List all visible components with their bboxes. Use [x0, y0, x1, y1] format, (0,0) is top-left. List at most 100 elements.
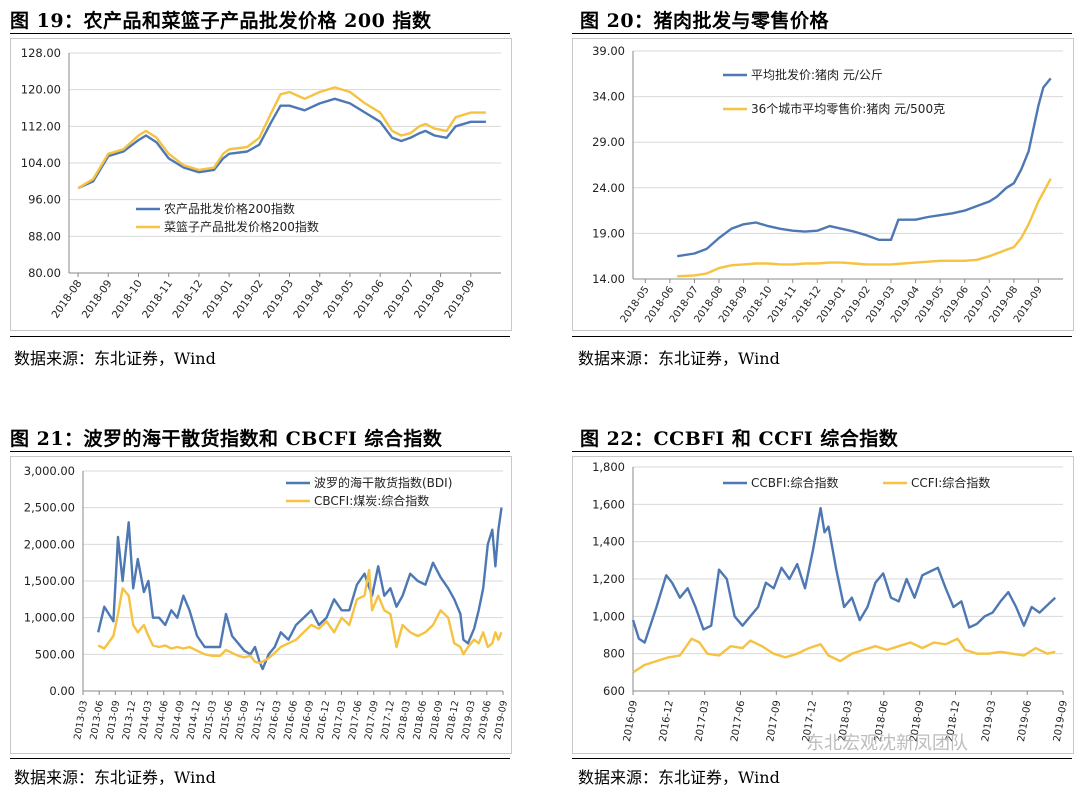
x-tick-label: 2016-06 [282, 700, 300, 741]
legend-label: 波罗的海干散货指数(BDI) [314, 475, 452, 490]
title-rule-21 [10, 451, 510, 452]
series-line-2 [632, 637, 1056, 674]
y-tick-label: 800 [603, 647, 625, 661]
x-tick-label: 2016-12 [315, 700, 333, 741]
legend-label: 菜篮子产品批发价格200指数 [164, 219, 319, 234]
title-rule-22 [572, 451, 1072, 452]
x-tick-label: 2014-06 [153, 700, 171, 741]
y-tick-label: 1,400 [592, 535, 625, 549]
y-tick-label: 24.00 [592, 181, 625, 195]
source-rule-22 [572, 758, 1072, 759]
x-tick-label: 2019-03 [980, 700, 998, 743]
y-tick-label: 1,800 [592, 460, 625, 474]
series-line-1 [97, 507, 503, 671]
data-source-21: 数据来源：东北证券，Wind [14, 768, 216, 787]
x-tick-label: 2017-09 [363, 700, 381, 741]
y-tick-label: 112.00 [21, 119, 61, 133]
line-chart-20: 39.0034.0029.0024.0019.0014.002018-05201… [592, 44, 1063, 325]
x-tick-label: 2019-09 [492, 700, 510, 741]
legend-label: 36个城市平均零售价:猪肉 元/500克 [751, 101, 945, 116]
y-tick-label: 1,000 [592, 609, 625, 623]
x-tick-label: 2017-06 [347, 700, 365, 741]
y-tick-label: 600 [603, 684, 625, 698]
chart-title-22: 图 22：CCBFI 和 CCFI 综合指数 [580, 428, 899, 450]
legend-label: CCFI:综合指数 [911, 475, 990, 490]
line-chart-19: 128.00 120.00 112.00 104.00 96.00 88.00 80.00 2… [21, 46, 501, 321]
x-tick-label: 2014-09 [169, 700, 187, 741]
line-chart-21: 3,000.00 2,500.00 2,000.00 1,500.00 1,000.00… [24, 464, 510, 741]
series-line-1 [77, 97, 486, 190]
series-line-2 [97, 568, 503, 665]
x-tick-label: 2019-06 [476, 700, 494, 741]
series-line-2 [677, 178, 1052, 278]
y-tick-label: 39.00 [592, 44, 625, 58]
source-rule-19 [10, 336, 510, 337]
chart-area-20: 39.00 34.00 29.00 24.00 19.00 14.00 2018-05 201… [572, 38, 1074, 331]
source-rule-21 [10, 758, 510, 759]
source-rule-20 [572, 336, 1072, 337]
y-tick-label: 14.00 [592, 272, 625, 286]
x-tick-label: 2017-03 [694, 700, 712, 743]
x-tick-label: 2018-03 [395, 700, 413, 741]
x-tick-label: 2017-06 [729, 700, 747, 743]
x-tick-label: 2013-06 [88, 700, 106, 741]
x-tick-label: 2016-09 [298, 700, 316, 741]
line-chart-22: 1,800 1,600 1,400 1,200 1,000 800 600 2016-09 20… [592, 460, 1070, 743]
x-tick-label: 2017-03 [331, 700, 349, 741]
x-tick-label: 2019-03 [460, 700, 478, 741]
y-tick-label: 88.00 [28, 229, 61, 243]
legend-label: 平均批发价:猪肉 元/公斤 [751, 67, 883, 82]
y-tick-label: 3,000.00 [24, 464, 75, 478]
y-tick-label: 29.00 [592, 135, 625, 149]
y-tick-label: 1,500.00 [24, 574, 75, 588]
x-tick-label: 2014-03 [137, 700, 155, 741]
y-tick-label: 0.00 [49, 684, 75, 698]
watermark-text: 东北宏观沈新凤团队 [806, 733, 968, 754]
x-tick-label: 2017-12 [379, 700, 397, 741]
y-tick-label: 2,000.00 [24, 537, 75, 551]
y-tick-label: 19.00 [592, 226, 625, 240]
data-source-19: 数据来源：东北证券，Wind [14, 349, 216, 368]
x-tick-label: 2016-12 [658, 700, 676, 743]
x-tick-label: 2015-06 [218, 700, 236, 741]
y-tick-label: 104.00 [21, 156, 61, 170]
legend-label: 农产品批发价格200指数 [164, 201, 295, 216]
x-tick-label: 2016-03 [266, 700, 284, 741]
x-tick-label: 2016-09 [622, 700, 640, 743]
y-tick-label: 120.00 [21, 83, 61, 97]
legend-label: CCBFI:综合指数 [751, 475, 838, 490]
series-line-1 [631, 506, 1057, 644]
y-tick-label: 500.00 [35, 647, 75, 661]
series-line-1 [677, 77, 1052, 258]
series-line-2 [77, 86, 486, 190]
x-tick-label: 2015-03 [201, 700, 219, 741]
x-tick-label: 2019-09 [1052, 700, 1070, 743]
chart-title-20: 图 20：猪肉批发与零售价格 [580, 10, 830, 32]
y-tick-label: 1,200 [592, 572, 625, 586]
x-tick-label: 2015-09 [234, 700, 252, 741]
title-rule-19 [10, 33, 510, 34]
y-tick-label: 96.00 [28, 193, 61, 207]
x-tick-label: 2019-09 [442, 278, 477, 321]
y-tick-label: 1,600 [592, 497, 625, 511]
x-tick-label: 2013-03 [72, 700, 90, 741]
title-rule-20 [572, 33, 1072, 34]
y-tick-label: 128.00 [21, 46, 61, 60]
x-tick-label: 2019-06 [1016, 700, 1034, 743]
x-tick-label: 2013-09 [105, 700, 123, 741]
chart-title-19: 图 19：农产品和菜篮子产品批发价格 200 指数 [10, 10, 432, 32]
x-tick-label: 2018-06 [411, 700, 429, 741]
x-tick-label: 2018-09 [428, 700, 446, 741]
data-source-22: 数据来源：东北证券，Wind [578, 768, 780, 787]
y-tick-label: 2,500.00 [24, 501, 75, 515]
legend-label: CBCFI:煤炭:综合指数 [314, 493, 429, 508]
x-tick-label: 2017-09 [765, 700, 783, 743]
chart-title-21: 图 21：波罗的海干散货指数和 CBCFI 综合指数 [10, 428, 443, 450]
x-tick-label: 2018-12 [444, 700, 462, 741]
y-tick-label: 80.00 [28, 266, 61, 280]
data-source-20: 数据来源：东北证券，Wind [578, 349, 780, 368]
chart-area-21: 3,000.00 2,500.00 2,000.00 1,500.00 1,000.00… [10, 456, 512, 754]
y-tick-label: 34.00 [592, 90, 625, 104]
y-tick-label: 1,000.00 [24, 611, 75, 625]
x-tick-label: 2015-12 [250, 700, 268, 741]
